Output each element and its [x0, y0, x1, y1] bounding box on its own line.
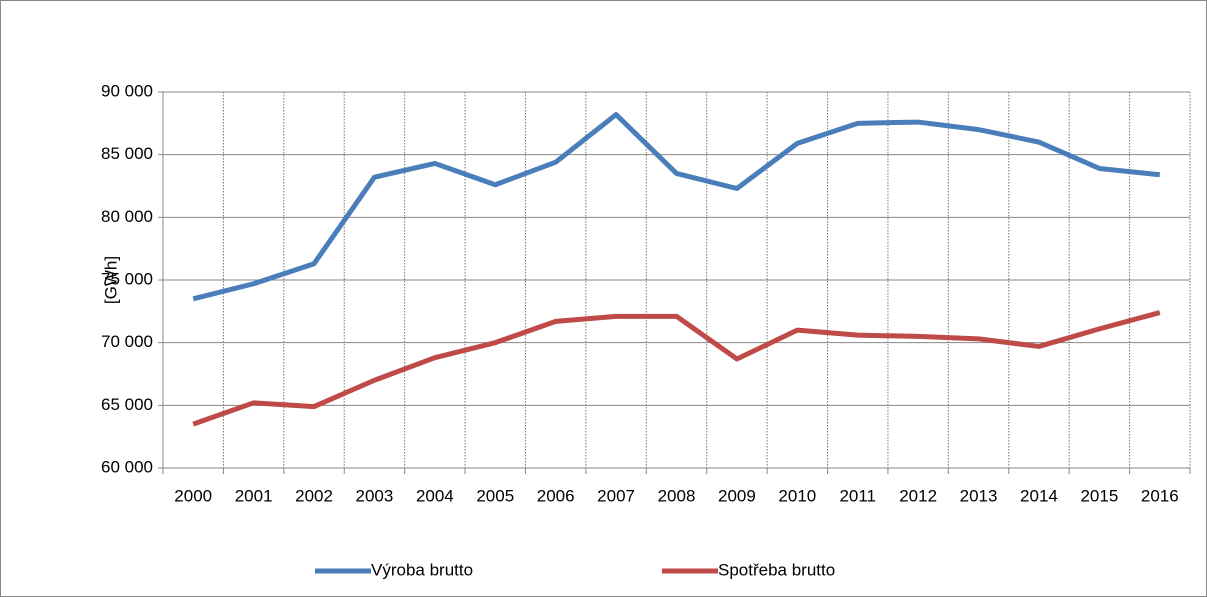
series-line	[192, 112, 1161, 302]
x-tick-label: 2016	[1141, 486, 1179, 505]
x-tick-label: 2013	[960, 486, 998, 505]
x-tick-label: 2007	[597, 486, 635, 505]
x-tick-label: 2003	[356, 486, 394, 505]
x-tick-label: 2009	[718, 486, 756, 505]
x-tick-label: 2011	[839, 486, 876, 505]
legend-label: Spotřeba brutto	[718, 560, 835, 579]
y-tick-label: 65 000	[101, 395, 153, 414]
y-axis-label: [GWh]	[101, 256, 120, 304]
y-tick-label: 75 000	[101, 269, 153, 288]
x-tick-label: 2008	[658, 486, 696, 505]
legend-label: Výroba brutto	[371, 560, 473, 579]
x-tick-label: 2000	[174, 486, 212, 505]
y-tick-label: 70 000	[101, 332, 153, 351]
y-tick-label: 80 000	[101, 207, 153, 226]
y-tick-label: 60 000	[101, 457, 153, 476]
x-tick-label: 2004	[416, 486, 454, 505]
x-tick-label: 2001	[235, 486, 273, 505]
x-tick-label: 2015	[1080, 486, 1118, 505]
x-tick-label: 2014	[1020, 486, 1058, 505]
x-tick-label: 2006	[537, 486, 575, 505]
x-tick-label: 2005	[476, 486, 514, 505]
y-tick-label: 90 000	[101, 81, 153, 100]
y-tick-label: 85 000	[101, 144, 153, 163]
series-line	[192, 310, 1161, 427]
x-tick-label: 2012	[899, 486, 937, 505]
x-tick-label: 2002	[295, 486, 333, 505]
x-tick-label: 2010	[778, 486, 816, 505]
